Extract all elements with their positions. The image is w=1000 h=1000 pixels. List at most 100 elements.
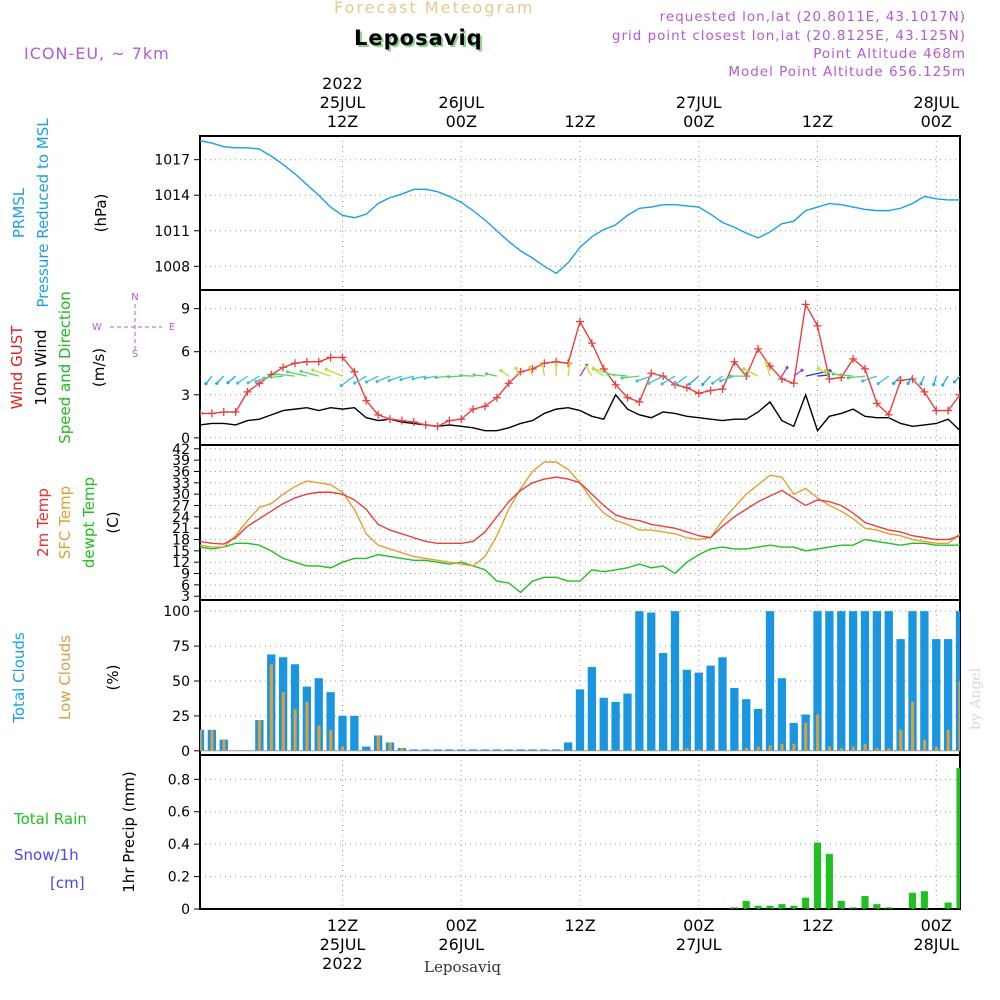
total-cloud-bar xyxy=(445,749,454,751)
total-cloud-bar xyxy=(825,611,834,751)
total-cloud-bar xyxy=(908,611,917,751)
wind-arrow-head xyxy=(742,367,746,371)
wind-arrow-head xyxy=(823,369,828,373)
gust-marker xyxy=(457,415,466,424)
total-cloud-bar xyxy=(777,678,787,751)
y-tick-label: 21 xyxy=(172,521,190,537)
total-cloud-bar xyxy=(409,749,418,751)
rain-bar xyxy=(944,902,952,909)
wind-arrow-head xyxy=(906,381,910,385)
low-cloud-bar xyxy=(293,708,297,751)
wind-arrow xyxy=(474,374,486,377)
gust-marker xyxy=(397,416,406,425)
grid-point-coordinates: grid point closest lon,lat (20.8125E, 43… xyxy=(611,28,966,44)
panel-clouds: 0 25 50 75 100 xyxy=(163,599,961,760)
wind-arrow-head xyxy=(591,366,595,370)
total-cloud-bar xyxy=(338,715,347,751)
y-tick-label: 27 xyxy=(172,498,190,514)
rain-bar xyxy=(861,896,869,909)
wind-arrow xyxy=(607,373,628,377)
low-cloud-bar xyxy=(863,743,867,751)
gust-marker xyxy=(302,357,311,366)
low-cloud-bar xyxy=(200,729,202,751)
wind-arrow-head xyxy=(647,381,651,385)
wind-arrow-head xyxy=(324,367,328,371)
gust-marker xyxy=(338,353,347,362)
wind-arrow-head xyxy=(434,375,438,380)
wind-arrow xyxy=(287,371,308,377)
gust-marker xyxy=(386,415,394,424)
gust-marker xyxy=(587,339,596,348)
panel-frame xyxy=(199,444,961,601)
wind-arrow-head xyxy=(952,380,957,384)
bottom-time-label: 00Z xyxy=(446,916,477,935)
low-cloud-bar xyxy=(329,729,333,751)
low-cloud-bar xyxy=(697,749,701,751)
low-cloud-bar xyxy=(317,725,321,751)
wind-arrow xyxy=(542,365,546,377)
point-altitude: Point Altitude 468m xyxy=(813,46,966,62)
speed-direction-label: Speed and Direction xyxy=(56,291,74,444)
top-time-label: 00Z xyxy=(683,112,714,131)
wind-arrow xyxy=(340,375,355,387)
wind-arrow-head xyxy=(635,379,639,383)
wind-arrow xyxy=(300,370,319,377)
gust-marker xyxy=(326,353,335,362)
panel-precip: 0 0.2 0.4 0.6 0.8 xyxy=(168,754,961,918)
total-cloud-bar xyxy=(872,611,882,751)
bottom-time-label: 27JUL xyxy=(676,935,722,954)
total-cloud-bar xyxy=(421,749,430,751)
wind-arrow-head xyxy=(339,383,343,388)
total-cloud-bar xyxy=(658,653,668,751)
total-cloud-bar xyxy=(932,639,941,751)
top-time-label: 27JUL xyxy=(676,93,722,112)
precip-1hr-label: 1hr Precip (mm) xyxy=(120,771,138,892)
wind-arrow-head xyxy=(816,366,821,370)
wind-arrow xyxy=(817,374,829,377)
wind-arrow-head xyxy=(194,382,197,385)
dewpoint-line xyxy=(200,538,960,594)
gust-marker xyxy=(647,369,656,378)
wind-arrow xyxy=(702,375,712,385)
total-cloud-bar xyxy=(860,611,870,751)
y-tick-label: 36 xyxy=(172,464,190,480)
gust-marker xyxy=(243,387,252,396)
y-tick-label: 0.8 xyxy=(168,772,190,788)
wind-arrow-head xyxy=(472,373,476,377)
sfc-temp-label: SFC Temp xyxy=(56,486,74,559)
wind-arrow-head xyxy=(941,383,945,387)
model-point-altitude: Model Point Altitude 656.125m xyxy=(728,64,966,80)
gust-marker xyxy=(374,410,383,419)
wind-arrow xyxy=(486,373,498,377)
gust-marker xyxy=(231,407,240,416)
total-cloud-bar xyxy=(789,722,798,751)
wind-arrow-head xyxy=(262,376,266,380)
temp-2m-label: 2m Temp xyxy=(34,488,52,557)
panel-wind: 0 3 6 9 xyxy=(181,289,961,447)
wind-arrow-head xyxy=(423,376,427,380)
total-cloud-bar xyxy=(528,749,537,751)
gust-marker xyxy=(754,344,763,353)
bottom-time-label: 28JUL xyxy=(913,935,959,954)
y-tick-label: 24 xyxy=(172,510,190,526)
rain-bar xyxy=(849,907,857,909)
wind-arrow xyxy=(376,375,391,383)
low-cloud-bar xyxy=(780,743,784,751)
wind-arrow-head xyxy=(701,382,705,386)
total-cloud-bar xyxy=(516,749,525,751)
bottom-time-label: 12Z xyxy=(327,916,358,935)
total-cloud-bar xyxy=(540,749,549,751)
y-tick-label: 3 xyxy=(181,589,190,605)
low-cloud-bar xyxy=(792,743,796,751)
total-cloud-bar xyxy=(955,611,960,751)
low-cloud-bar xyxy=(958,680,960,751)
gust-marker xyxy=(481,402,489,411)
wind-arrow xyxy=(448,375,462,378)
top-time-label: 25JUL xyxy=(320,93,366,112)
wind-arrow xyxy=(227,375,237,384)
wind-arrow xyxy=(833,373,854,377)
wind-arrow-head xyxy=(674,382,678,386)
compass-west: W xyxy=(92,322,102,333)
wind-arrow xyxy=(942,375,949,386)
gust-marker xyxy=(291,359,299,368)
